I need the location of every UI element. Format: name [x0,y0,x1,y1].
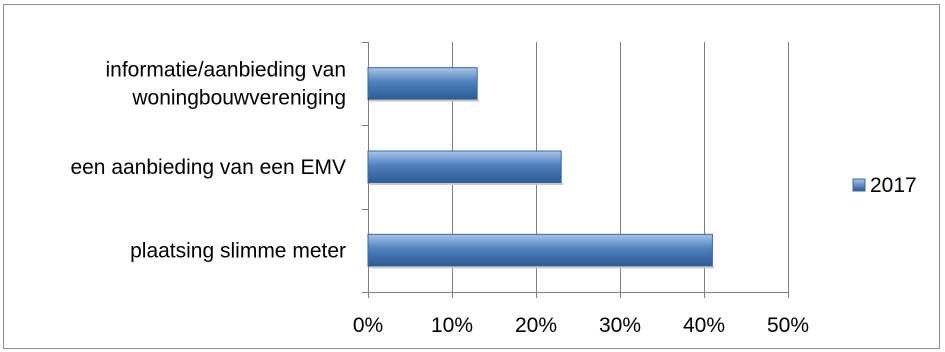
x-tick-label: 40% [683,314,725,337]
legend-label: 2017 [870,174,917,197]
bar-shadow [370,183,564,185]
legend-swatch [852,178,866,192]
bar [367,150,562,184]
x-tick-label: 50% [767,314,809,337]
legend: 2017 [852,174,917,197]
bar [367,67,478,101]
labels: 0% 10% 20% 30% 40% 50% informatie/aanbieding v… [70,59,809,337]
bars [367,67,715,269]
x-tick-label: 20% [515,314,557,337]
bar-shadow [370,266,715,269]
bar-shadow [370,99,480,102]
category-label: informatie/aanbieding van [106,59,347,82]
x-tick-label: 30% [599,314,641,337]
category-label: een aanbieding van een EMV [70,156,346,179]
bar [367,233,713,267]
x-tick-label: 10% [431,314,473,337]
category-label: woningbouwvereniging [131,87,346,110]
category-label: plaatsing slimme meter [130,239,346,262]
x-tick-label: 0% [353,314,383,337]
